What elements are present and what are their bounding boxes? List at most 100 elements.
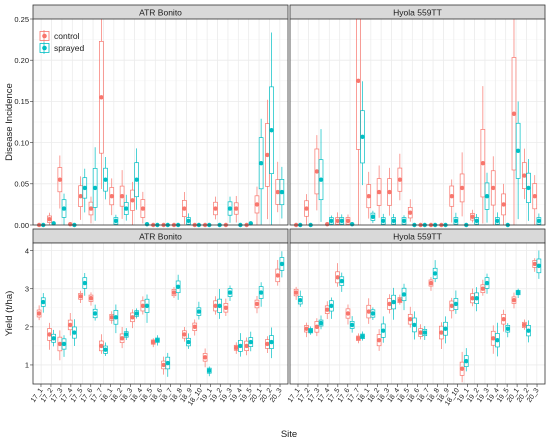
control-box [88, 292, 94, 306]
control-mean-point [304, 206, 309, 211]
control-box [480, 279, 486, 296]
sprayed-box [279, 166, 285, 219]
control-mean-point [428, 280, 434, 286]
control-box [345, 214, 351, 225]
control-mean-point [68, 322, 73, 328]
control-mean-point [109, 193, 114, 199]
control-mean-point [182, 206, 187, 211]
sprayed-mean-point [495, 218, 500, 224]
y-tick-label: 1 [25, 361, 29, 370]
sprayed-box [123, 194, 129, 221]
sprayed-box [186, 213, 191, 225]
sprayed-mean-point [474, 218, 479, 224]
sprayed-box [515, 288, 521, 299]
control-mean-point [119, 336, 125, 341]
panel-border [289, 18, 546, 226]
control-box [366, 171, 372, 219]
control-mean-point [449, 193, 454, 199]
sprayed-mean-point [103, 177, 108, 182]
sprayed-box [258, 118, 264, 225]
control-mean-point [202, 355, 208, 360]
control-box [88, 196, 94, 224]
control-mean-point [511, 111, 517, 116]
sprayed-mean-point [381, 218, 386, 224]
control-box [304, 322, 309, 338]
control-box [223, 298, 229, 317]
control-mean-point [293, 290, 299, 295]
control-mean-point [78, 294, 83, 299]
sprayed-mean-point [248, 339, 253, 345]
sprayed-mean-point [329, 218, 334, 224]
sprayed-box [123, 328, 129, 341]
control-mean-point [47, 217, 52, 222]
control-box [202, 348, 208, 368]
sprayed-mean-point [186, 218, 191, 224]
control-box [511, 19, 517, 225]
sprayed-mean-point [515, 290, 521, 295]
control-mean-point [345, 311, 351, 316]
sprayed-box [227, 196, 233, 223]
sprayed-mean-point [536, 218, 542, 224]
control-mean-point [511, 297, 517, 303]
sprayed-mean-point [298, 297, 303, 303]
control-box [182, 327, 187, 342]
sprayed-mean-point [349, 322, 355, 328]
sprayed-box [380, 316, 386, 343]
sprayed-box [391, 214, 396, 225]
control-box [182, 192, 187, 225]
y-tick-label: 0.25 [14, 15, 29, 24]
control-box [470, 209, 475, 223]
control-mean-point [88, 206, 94, 211]
sprayed-box [134, 308, 139, 319]
control-mean-point [130, 198, 135, 203]
sprayed-mean-point [308, 328, 313, 333]
sprayed-box [495, 212, 500, 225]
sprayed-mean-point [269, 128, 274, 133]
control-mean-point [234, 206, 239, 211]
sprayed-mean-point [370, 311, 376, 316]
panel-background [290, 243, 545, 384]
sprayed-box [401, 215, 407, 225]
sprayed-mean-point [113, 218, 119, 224]
sprayed-box [536, 213, 542, 225]
control-mean-point [335, 275, 340, 280]
control-box [376, 329, 382, 351]
y-tick-label: 3 [25, 285, 29, 294]
sprayed-box [308, 326, 313, 335]
sprayed-box [82, 273, 88, 296]
sprayed-mean-point [175, 284, 181, 290]
sprayed-box [248, 331, 254, 352]
sprayed-mean-point [391, 218, 396, 224]
sprayed-box [401, 283, 407, 311]
sprayed-mean-point [443, 326, 448, 331]
sprayed-mean-point [401, 292, 407, 297]
y-tick-label: 4 [25, 246, 29, 255]
facet-strip-label: ATR Bonito [139, 8, 182, 18]
sprayed-mean-point [391, 299, 396, 305]
sprayed-box [248, 221, 253, 226]
control-box [233, 195, 239, 223]
sprayed-mean-point [207, 368, 212, 373]
control-mean-point [459, 366, 465, 371]
facet-strip-label: Hyola 559TT [393, 232, 442, 242]
control-mean-point [68, 221, 73, 227]
sprayed-box [495, 322, 500, 357]
control-mean-point [130, 315, 135, 320]
facet-strip-label: Hyola 559TT [393, 8, 442, 18]
sprayed-box [92, 147, 98, 221]
control-mean-point [213, 303, 218, 309]
control-mean-point [140, 206, 146, 211]
control-mean-point [265, 341, 270, 347]
control-box [99, 19, 104, 189]
control-mean-point [397, 297, 403, 303]
control-mean-point [480, 161, 486, 166]
sprayed-box [443, 316, 448, 344]
sprayed-box [206, 366, 212, 377]
sprayed-mean-point [279, 261, 285, 267]
sprayed-box [515, 101, 521, 220]
sprayed-mean-point [61, 341, 67, 347]
control-mean-point [36, 311, 42, 316]
legend: control sprayed [39, 30, 85, 54]
sprayed-mean-point [360, 134, 365, 140]
sprayed-mean-point [401, 218, 407, 224]
